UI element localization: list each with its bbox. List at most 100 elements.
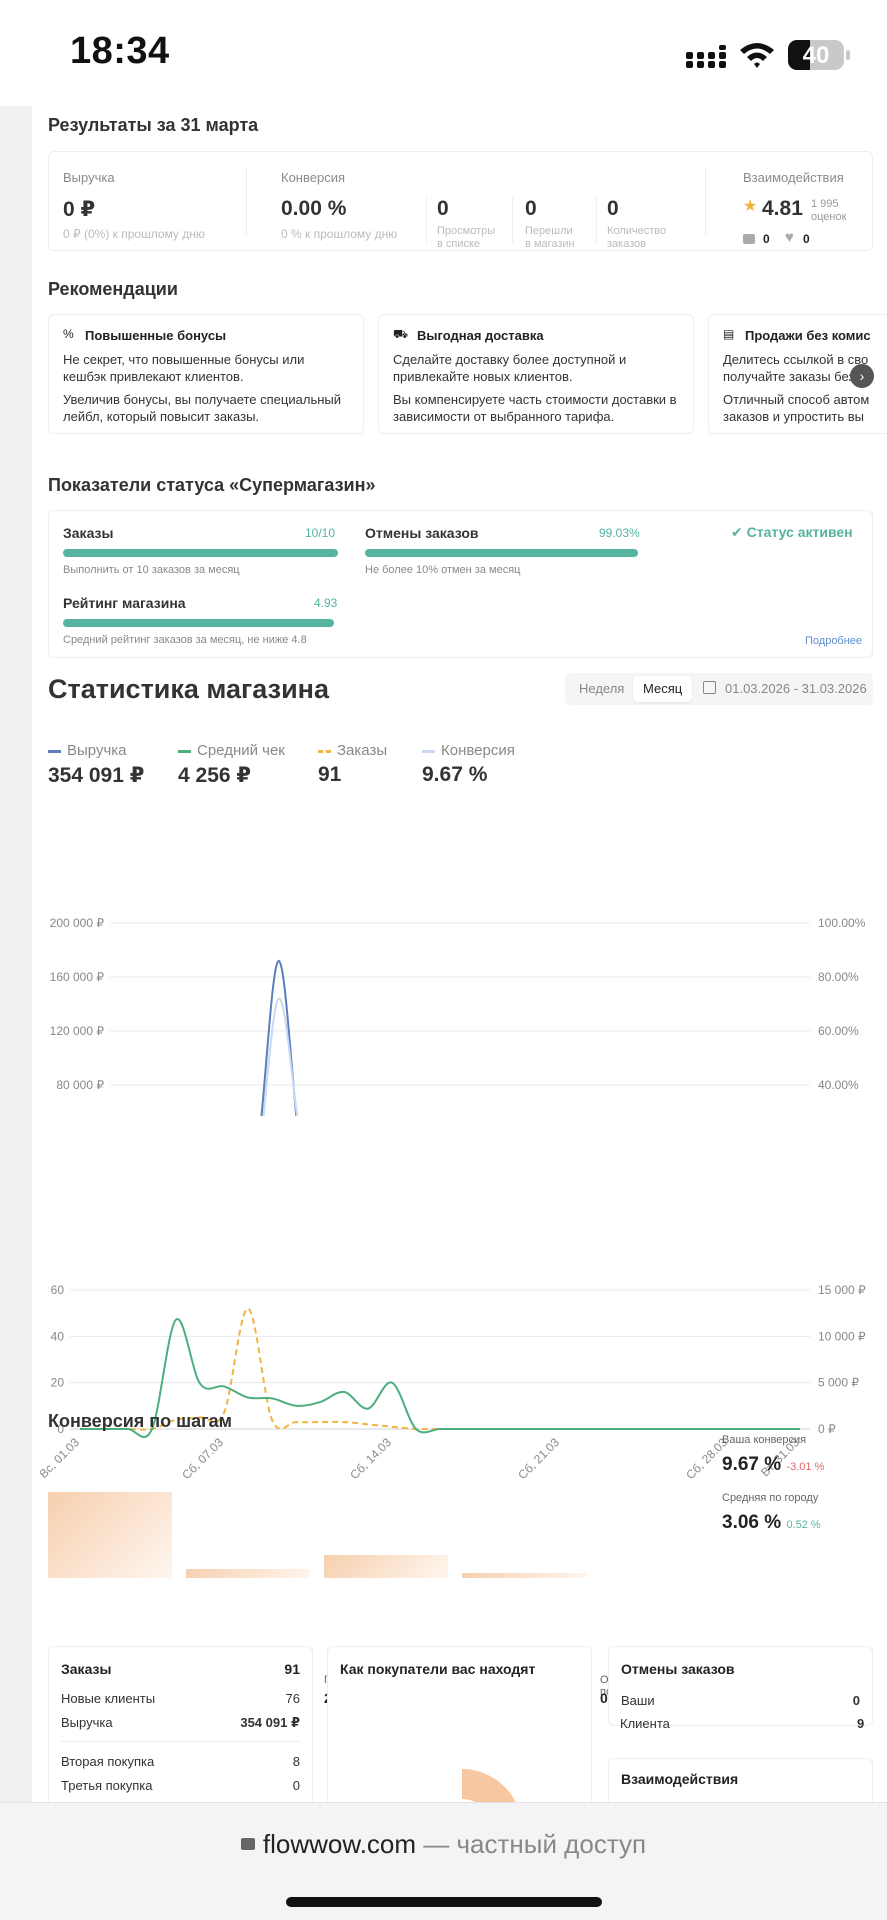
counter-orders: 0 Количество заказов: [607, 197, 667, 250]
funnel-bar: [48, 1492, 172, 1578]
y-left-tick-label: 80 000 ₽: [56, 1078, 104, 1092]
ratings-count: 1 995: [811, 198, 839, 210]
y-right-tick-label: 10 000 ₽: [818, 1329, 866, 1343]
city-conversion: 3.06 % 0.52 %: [722, 1512, 821, 1533]
conversion-label: Конверсия: [281, 170, 346, 185]
home-indicator: [286, 1897, 602, 1907]
sources-donut: [402, 1769, 522, 1802]
store-icon: ▤: [723, 327, 735, 341]
rating-metric-value: 4.93: [314, 596, 338, 610]
counter-views: 0 Просмотры в списке: [437, 197, 496, 250]
browser-address-bar[interactable]: flowwow.com — частный доступ: [0, 1802, 887, 1920]
battery-tip: [846, 50, 850, 60]
clock: 18:34: [70, 30, 170, 72]
legend-conversion[interactable]: Конверсия: [422, 742, 515, 759]
wifi-icon: [740, 43, 774, 68]
y-left-tick-label: 40: [51, 1329, 65, 1343]
stats-title: Статистика магазина: [48, 674, 329, 704]
tab-month[interactable]: Месяц: [633, 676, 693, 702]
revenue-value: 0 ₽: [63, 198, 96, 221]
conversion-sub: 0 % к прошлому дню: [281, 227, 398, 241]
sidebar-rail: [0, 106, 32, 1802]
orders-metric-value: 10/10: [305, 526, 336, 540]
truck-icon: ⛟: [393, 327, 409, 341]
calendar-icon[interactable]: [703, 681, 716, 694]
revenue-conversion-chart: 200 000 ₽160 000 ₽120 000 ₽80 000 ₽40 00…: [50, 916, 866, 1116]
star-icon: ★: [743, 198, 758, 215]
y-right-tick-label: 100.00%: [818, 916, 866, 930]
y-right-tick-label: 40.00%: [818, 1078, 859, 1092]
y-left-tick-label: 120 000 ₽: [50, 1024, 105, 1038]
rec-card-bonuses[interactable]: % Повышенные бонусы Не секрет, что повыш…: [48, 314, 364, 434]
status-active: ✔ Статус активен: [731, 524, 853, 540]
your-conversion: 9.67 % -3.01 %: [722, 1454, 825, 1475]
date-range[interactable]: 01.03.2026 - 31.03.2026: [725, 681, 867, 696]
legend-orders-value: 91: [318, 763, 342, 786]
period-selector: Неделя Месяц 01.03.2026 - 31.03.2026: [565, 673, 873, 705]
rating-metric-label: Рейтинг магазина: [63, 595, 186, 611]
cart-count: 0: [763, 232, 770, 246]
supershop-card: Заказы 10/10 Выполнить от 10 заказов за …: [48, 510, 873, 658]
tab-week[interactable]: Неделя: [579, 681, 625, 696]
rating-value: 4.81: [762, 197, 803, 220]
cellular-signal-icon: [686, 45, 726, 68]
funnel-title: Конверсия по шагам: [48, 1411, 232, 1431]
series-line-Заказы: [80, 1307, 800, 1431]
funnel-bar: [462, 1573, 586, 1578]
y-right-tick-label: 60.00%: [818, 1024, 859, 1038]
interactions-summary-card: Взаимодействия: [608, 1758, 873, 1802]
check-icon: ✔: [731, 524, 743, 540]
cancels-metric-value: 99.03%: [599, 526, 640, 540]
orders-metric-label: Заказы: [63, 525, 114, 541]
status-bar: 18:34 40: [0, 0, 887, 106]
revenue-sub: 0 ₽ (0%) к прошлому дню: [63, 227, 205, 241]
interactions-label: Взаимодействия: [743, 170, 844, 185]
battery-icon: 40: [788, 40, 844, 70]
legend-avg-check[interactable]: Средний чек: [178, 742, 285, 759]
conversion-funnel: Просмотры в списке9 0696 243 (220.91%)Пе…: [48, 1468, 688, 1719]
y-right-tick-label: 0 ₽: [818, 1422, 836, 1436]
series-line-Выручка: [260, 959, 298, 1116]
orders-progress-bar: [63, 549, 338, 557]
funnel-bar: [186, 1569, 310, 1578]
rec-card-delivery[interactable]: ⛟ Выгодная доставка Сделайте доставку бо…: [378, 314, 694, 434]
y-right-tick-label: 15 000 ₽: [818, 1283, 866, 1297]
likes-count: 0: [803, 232, 810, 246]
y-left-tick-label: 200 000 ₽: [50, 916, 105, 930]
heart-icon: ♥: [785, 229, 794, 246]
funnel-bar: [324, 1555, 448, 1578]
url-display[interactable]: flowwow.com — частный доступ: [0, 1829, 887, 1860]
legend-conversion-value: 9.67 %: [422, 763, 488, 786]
results-title: Результаты за 31 марта: [48, 115, 259, 135]
ratings-word: оценок: [811, 211, 847, 223]
cart-icon: [743, 234, 755, 244]
cancels-client-label: Клиента: [620, 1716, 670, 1731]
conversion-value: 0.00 %: [281, 197, 347, 220]
y-right-tick-label: 80.00%: [818, 970, 859, 984]
y-left-tick-label: 160 000 ₽: [50, 970, 105, 984]
recommendations-title: Рекомендации: [48, 279, 178, 299]
cancels-summary-card: Отмены заказов Ваши 0: [608, 1646, 873, 1726]
y-right-tick-label: 5 000 ₽: [818, 1376, 859, 1390]
series-line-Средний чек: [80, 1318, 800, 1438]
percent-icon: %: [63, 327, 74, 341]
y-left-tick-label: 0: [57, 1422, 64, 1436]
cancels-client-value: 9: [857, 1716, 865, 1731]
revenue-label: Выручка: [63, 170, 115, 185]
carousel-next-button[interactable]: ›: [850, 364, 874, 388]
legend-revenue-value: 354 091 ₽: [48, 764, 145, 787]
cancels-metric-label: Отмены заказов: [365, 525, 479, 541]
legend-revenue[interactable]: Выручка: [48, 742, 127, 759]
y-left-tick-label: 20: [51, 1376, 65, 1390]
counter-visits: 0 Перешли в магазин: [525, 197, 575, 250]
orders-summary-card: Заказы 91 Новые клиенты 76 Выручка 354 0…: [48, 1646, 313, 1802]
results-card: Выручка 0 ₽ 0 ₽ (0%) к прошлому дню Конв…: [48, 151, 873, 251]
series-line-Конверсия: [262, 997, 299, 1116]
dashboard: Результаты за 31 марта Выручка 0 ₽ 0 ₽ (…: [0, 106, 887, 1802]
y-left-tick-label: 60: [51, 1283, 65, 1297]
rating-progress-bar: [63, 619, 334, 627]
your-conversion-label: Ваша конверсия: [722, 1434, 807, 1446]
more-link[interactable]: Подробнее: [805, 635, 863, 647]
legend-orders[interactable]: Заказы: [318, 742, 387, 759]
